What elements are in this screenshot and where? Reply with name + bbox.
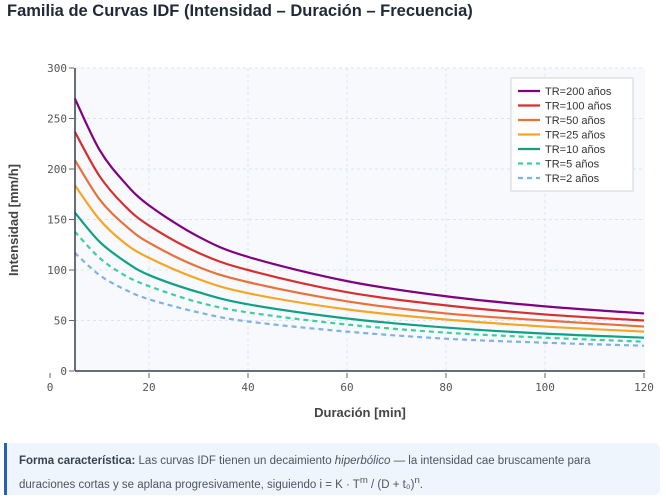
note-text: . xyxy=(419,478,423,491)
series-line xyxy=(73,184,645,333)
legend-label: TR=2 años xyxy=(545,173,600,185)
x-tick-label: 120 xyxy=(634,381,654,394)
note-text: / (D + t₀) xyxy=(367,478,415,491)
legend-label: TR=50 años xyxy=(545,115,606,127)
legend-label: TR=200 años xyxy=(545,86,612,98)
series-line xyxy=(73,97,645,315)
y-tick-label: 100 xyxy=(47,264,67,277)
legend-label: TR=5 años xyxy=(545,159,600,171)
y-tick-label: 50 xyxy=(54,315,67,328)
note-label: Forma característica: xyxy=(19,455,136,467)
x-tick-label: 60 xyxy=(340,381,353,394)
x-axis-label: Duración [min] xyxy=(314,405,406,420)
x-tick-label: 80 xyxy=(439,381,452,394)
note-text: Las curvas IDF tienen un decaimiento xyxy=(135,455,335,467)
x-tick-label: 20 xyxy=(142,381,155,394)
info-note: Forma característica: Las curvas IDF tie… xyxy=(4,443,660,495)
series-line xyxy=(73,131,645,322)
series-line xyxy=(73,230,645,343)
legend-label: TR=25 años xyxy=(545,130,606,142)
y-tick-label: 200 xyxy=(47,163,67,176)
y-tick-label: 300 xyxy=(47,62,67,75)
series-line xyxy=(73,211,645,339)
x-tick-label: 100 xyxy=(535,381,555,394)
series-line xyxy=(73,159,645,328)
legend-label: TR=10 años xyxy=(545,144,606,156)
note-italic: hiperbólico xyxy=(334,455,391,467)
series-line xyxy=(74,252,645,347)
idf-chart: 0 20 40 60 80 100 120 0 50 100 150 200 250 300 Duraci… xyxy=(6,62,654,420)
y-axis-label: Intensidad [mm/h] xyxy=(6,164,21,276)
legend: TR=200 años TR=100 años TR=50 años TR=25 añ… xyxy=(510,77,634,192)
y-tick-label: 0 xyxy=(60,365,67,378)
y-tick-label: 150 xyxy=(47,214,67,227)
y-tick-label: 250 xyxy=(47,113,67,126)
note-sup: n xyxy=(414,475,420,486)
x-tick-label: 40 xyxy=(241,381,254,394)
note-sup: m xyxy=(359,475,368,486)
note-text: — la intensidad cae bruscamente para dur… xyxy=(19,455,591,491)
page-title: Familia de Curvas IDF (Intensidad – Dura… xyxy=(7,2,473,20)
legend-label: TR=100 años xyxy=(545,101,612,113)
x-tick-label: 0 xyxy=(47,381,54,394)
